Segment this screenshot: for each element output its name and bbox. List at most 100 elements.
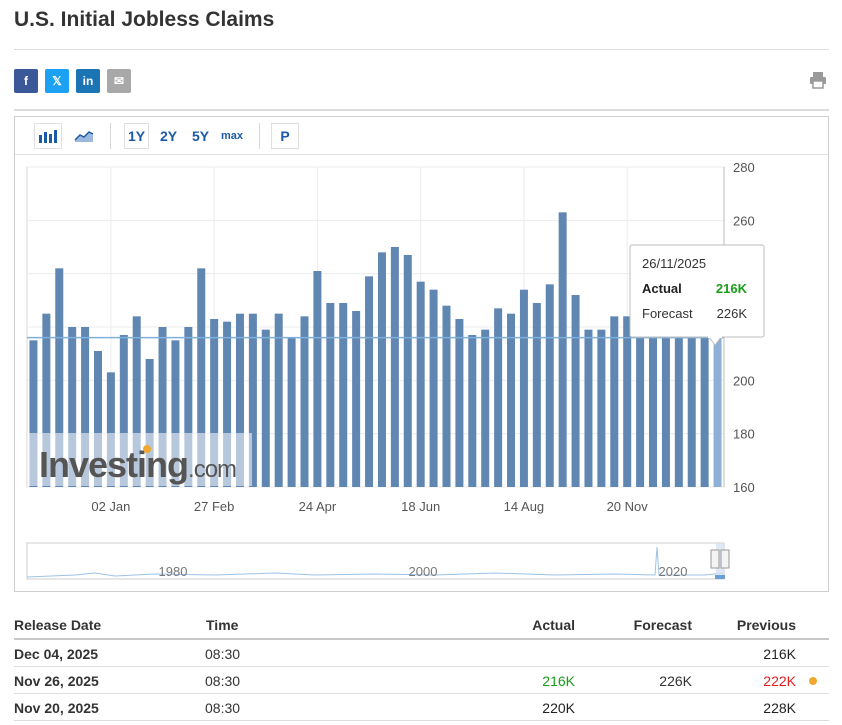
navigator-label: 1980 bbox=[159, 564, 188, 579]
row-actual: 216K bbox=[542, 673, 575, 689]
header-previous: Previous bbox=[736, 617, 796, 633]
table-row: Nov 26, 2025 08:30 216K 226K 222K bbox=[14, 667, 829, 694]
navigator-selection bbox=[716, 543, 724, 579]
chart-container: 1Y 2Y 5Y max P Investing.com 160 180 200 22… bbox=[14, 116, 829, 592]
tooltip-pointer-mask bbox=[708, 335, 722, 338]
bar bbox=[687, 327, 696, 487]
facebook-share-button[interactable]: f bbox=[14, 69, 38, 93]
row-time: 08:30 bbox=[205, 646, 241, 662]
row-date: Nov 20, 2025 bbox=[14, 700, 99, 716]
bar bbox=[713, 337, 722, 487]
bar bbox=[145, 359, 154, 487]
y-tick-label: 200 bbox=[733, 373, 755, 388]
bar bbox=[55, 268, 64, 487]
header-time: Time bbox=[206, 617, 239, 633]
bar bbox=[339, 303, 348, 487]
x-tick-label: 27 Feb bbox=[194, 499, 234, 514]
bar bbox=[106, 372, 115, 487]
revision-dot bbox=[809, 677, 817, 685]
bar bbox=[287, 337, 296, 487]
row-forecast: 226K bbox=[659, 673, 692, 689]
bar bbox=[661, 327, 670, 487]
tooltip-forecast-label: Forecast bbox=[642, 306, 693, 321]
y-tick-label: 180 bbox=[733, 427, 755, 442]
header-release-date: Release Date bbox=[14, 617, 102, 633]
bar bbox=[158, 327, 167, 487]
bar bbox=[610, 316, 619, 487]
bar bbox=[571, 295, 580, 487]
row-date: Dec 04, 2025 bbox=[14, 646, 99, 662]
bar bbox=[68, 327, 77, 487]
header-forecast: Forecast bbox=[633, 617, 692, 633]
watermark-dot bbox=[143, 445, 151, 453]
bar-chart: Investing.com 160180200220240260280 02 J… bbox=[26, 160, 765, 580]
bar bbox=[494, 308, 503, 487]
tooltip-actual-label: Actual bbox=[642, 281, 682, 296]
bar bbox=[81, 327, 90, 487]
bar bbox=[545, 284, 554, 487]
release-table: Release Date Time Actual Forecast Previo… bbox=[14, 611, 829, 721]
row-previous: 216K bbox=[763, 646, 796, 662]
p-button[interactable]: P bbox=[271, 123, 299, 149]
divider bbox=[14, 49, 829, 50]
bar-chart-icon bbox=[39, 130, 57, 143]
area-chart-icon bbox=[74, 131, 94, 142]
range-1y-button[interactable]: 1Y bbox=[124, 123, 149, 149]
range-5y-button[interactable]: 5Y bbox=[187, 123, 214, 149]
navigator-frame bbox=[26, 542, 725, 580]
linkedin-share-button[interactable]: in bbox=[76, 69, 100, 93]
toolbar-separator bbox=[259, 123, 260, 149]
navigator-label: 2020 bbox=[659, 564, 688, 579]
bar bbox=[700, 327, 709, 487]
bar bbox=[390, 247, 399, 487]
tooltip-date: 26/11/2025 bbox=[642, 256, 706, 271]
bar bbox=[674, 327, 683, 487]
bar bbox=[365, 276, 374, 487]
bar bbox=[519, 289, 528, 487]
range-2y-button[interactable]: 2Y bbox=[155, 123, 182, 149]
area-chart-button[interactable] bbox=[70, 123, 98, 149]
bar bbox=[558, 212, 567, 488]
twitter-share-button[interactable]: 𝕏 bbox=[45, 69, 69, 93]
bar bbox=[235, 313, 244, 487]
bar bbox=[584, 329, 593, 487]
row-previous: 222K bbox=[763, 673, 796, 689]
y-tick-label: 160 bbox=[733, 480, 755, 495]
bar bbox=[313, 271, 322, 487]
bar bbox=[93, 351, 102, 487]
chart-toolbar: 1Y 2Y 5Y max P bbox=[15, 117, 828, 155]
x-tick-label: 14 Aug bbox=[504, 499, 545, 514]
bar-chart-button[interactable] bbox=[34, 123, 62, 149]
toolbar-separator bbox=[110, 123, 111, 149]
row-actual: 220K bbox=[542, 700, 575, 716]
header-actual: Actual bbox=[532, 617, 575, 633]
bar bbox=[481, 329, 490, 487]
bar bbox=[377, 252, 386, 487]
bar bbox=[223, 321, 232, 487]
range-max-button[interactable]: max bbox=[218, 123, 246, 149]
page-title: U.S. Initial Jobless Claims bbox=[14, 8, 275, 31]
table-header: Release Date Time Actual Forecast Previo… bbox=[14, 611, 829, 640]
bar bbox=[29, 340, 38, 487]
bar bbox=[352, 311, 361, 487]
bar bbox=[300, 316, 309, 487]
bar bbox=[171, 340, 180, 487]
print-icon[interactable] bbox=[808, 70, 828, 90]
navigator[interactable]: 1980 2000 2020 bbox=[26, 542, 730, 580]
bar bbox=[210, 319, 219, 487]
bar bbox=[468, 335, 477, 487]
watermark-text: Investing.com bbox=[39, 444, 236, 485]
tooltip-actual-value: 216K bbox=[716, 281, 748, 296]
table-row: Dec 04, 2025 08:30 216K bbox=[14, 640, 829, 667]
email-share-button[interactable]: ✉ bbox=[107, 69, 131, 93]
x-tick-label: 02 Jan bbox=[91, 499, 130, 514]
x-tick-label: 20 Nov bbox=[607, 499, 649, 514]
bar bbox=[184, 327, 193, 487]
navigator-scroll bbox=[715, 575, 725, 579]
divider bbox=[14, 109, 829, 111]
bar bbox=[197, 268, 206, 487]
navigator-series bbox=[26, 546, 725, 578]
x-tick-label: 18 Jun bbox=[401, 499, 440, 514]
y-tick-label: 280 bbox=[733, 160, 755, 175]
row-date: Nov 26, 2025 bbox=[14, 673, 99, 689]
